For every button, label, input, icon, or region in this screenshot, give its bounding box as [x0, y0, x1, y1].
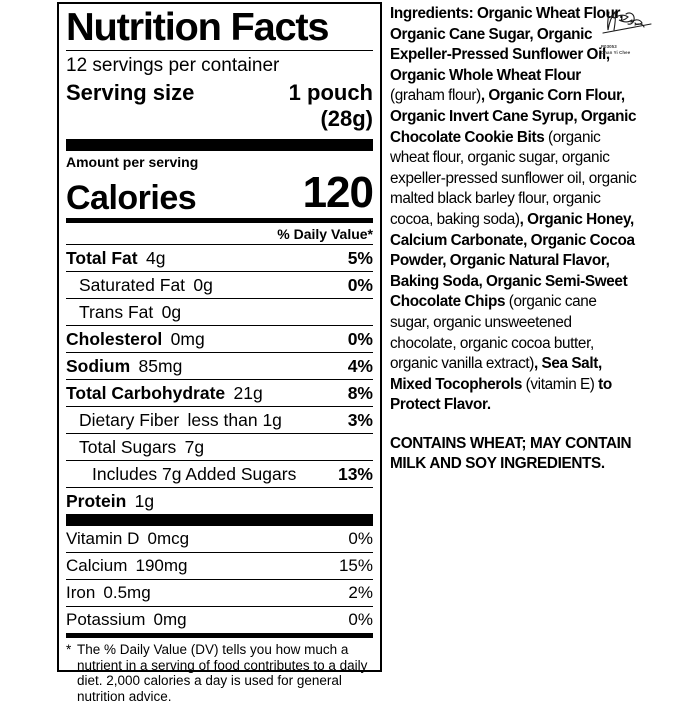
nutrient-daily-value: 13% — [337, 464, 373, 484]
nutrient-label: Protein 1g — [66, 491, 155, 511]
vitamin-daily-value: 15% — [338, 556, 373, 575]
ingredients-heading: Ingredients: — [390, 5, 474, 22]
calories-label: Calories — [66, 179, 197, 217]
ingredients-text: Ingredients: Organic Wheat Flour, Organi… — [390, 4, 638, 416]
nutrient-label: Total Sugars 7g — [79, 437, 205, 457]
amount-per-serving-label: Amount per serving — [66, 154, 199, 170]
nutrient-daily-value: 4% — [347, 356, 373, 376]
nutrient-label: Total Carbohydrate 21g — [66, 383, 263, 403]
vitamin-label: Potassium 0mg — [66, 610, 187, 629]
divider-nutrient — [66, 325, 373, 326]
vitamin-daily-value: 2% — [348, 583, 373, 602]
nutrient-daily-value: 0% — [347, 275, 373, 295]
nutrient-label: Dietary Fiber less than 1g — [79, 410, 282, 430]
nutrient-label: Sodium 85mg — [66, 356, 183, 376]
divider-nutrient — [66, 271, 373, 272]
nutrient-daily-value: 8% — [347, 383, 373, 403]
divider-under-title — [66, 50, 373, 51]
divider-vitamin — [66, 552, 373, 553]
ingredient-sub: (organic cane sugar, organic unsweetened… — [390, 293, 597, 373]
nutrient-row: Trans Fat 0g — [66, 299, 373, 325]
vitamin-row: Iron 0.5mg 2% — [66, 580, 373, 606]
signature-code: P03053 — [601, 44, 617, 49]
ingredient-sub: (vitamin E) — [525, 375, 595, 393]
nutrient-row: Total Fat 4g 5% — [66, 245, 373, 271]
ingredient-sub: (organic wheat flour, organic sugar, org… — [390, 128, 637, 228]
vitamin-daily-value: 0% — [348, 610, 373, 629]
ingredient-main: to Protect Flavor. — [390, 375, 612, 414]
ingredients-panel: P03053 Chan Yi Chee Ingredients: Organic… — [390, 0, 679, 679]
calories-value: 120 — [302, 168, 374, 217]
divider-thick-vitamins — [66, 514, 373, 526]
divider-nutrient — [66, 406, 373, 407]
vitamin-label: Calcium 190mg — [66, 556, 188, 575]
divider-nutrient — [66, 433, 373, 434]
ingredient-sub: (graham flour) — [390, 87, 481, 105]
divider-nutrient — [66, 379, 373, 380]
ingredient-main: Organic Wheat Flour, Organic Cane Sugar,… — [390, 5, 624, 84]
divider-nutrient — [66, 487, 373, 488]
servings-per-container: 12 servings per container — [66, 55, 280, 76]
nutrition-facts-panel: Nutrition Facts 12 servings per containe… — [57, 2, 382, 704]
nutrient-label: Trans Fat 0g — [79, 302, 182, 322]
nutrient-row: Includes 7g Added Sugars 13% — [66, 461, 373, 487]
divider-vitamin — [66, 606, 373, 607]
signature-name: Chan Yi Chee — [601, 49, 631, 55]
signature-block: P03053 Chan Yi Chee — [595, 4, 661, 55]
nutrient-label: Cholesterol 0mg — [66, 329, 205, 349]
serving-size-label: Serving size — [66, 80, 195, 105]
divider-vitamin — [66, 579, 373, 580]
ingredient-main: , Organic Honey, Calcium Carbonate, Orga… — [390, 210, 635, 311]
nutrient-daily-value: 0% — [347, 329, 373, 349]
daily-value-header: % Daily Value* — [277, 226, 373, 242]
ingredients-segments: Organic Wheat Flour, Organic Cane Sugar,… — [390, 5, 637, 414]
ingredient-main: , Organic Corn Flour, Organic Invert Can… — [390, 87, 637, 146]
divider-above-footnote — [66, 633, 373, 638]
divider-above-nutrients — [66, 244, 373, 245]
calories-row: Calories 120 — [66, 168, 374, 218]
serving-size-row: Serving size 1 pouch (28g) — [66, 80, 373, 132]
nutrient-label: Includes 7g Added Sugars — [92, 464, 297, 484]
footnote-text: The % Daily Value (DV) tells you how muc… — [77, 642, 368, 704]
divider-nutrient — [66, 460, 373, 461]
nutrition-facts-title: Nutrition Facts — [66, 6, 330, 49]
vitamin-label: Vitamin D 0mcg — [66, 529, 190, 548]
vitamin-rows: Vitamin D 0mcg 0% Calcium 190mg 15% Iron 0.5… — [66, 526, 373, 633]
footnote-asterisk: * — [66, 642, 72, 657]
vitamin-label: Iron 0.5mg — [66, 583, 151, 602]
vitamin-row: Calcium 190mg 15% — [66, 553, 373, 579]
nutrient-row: Total Carbohydrate 21g 8% — [66, 380, 373, 406]
nutrient-row: Saturated Fat 0g 0% — [66, 272, 373, 298]
allergen-statement: CONTAINS WHEAT; MAY CONTAIN MILK AND SOY… — [390, 434, 632, 473]
nutrient-label: Saturated Fat 0g — [79, 275, 213, 295]
nutrient-label: Total Fat 4g — [66, 248, 166, 268]
signature-icon — [602, 10, 652, 34]
nutrient-row: Dietary Fiber less than 1g 3% — [66, 407, 373, 433]
divider-nutrient — [66, 298, 373, 299]
nutrient-daily-value: 3% — [347, 410, 373, 430]
divider-thick-top — [66, 139, 373, 151]
nutrient-row: Total Sugars 7g — [66, 434, 373, 460]
vitamin-row: Potassium 0mg 0% — [66, 607, 373, 633]
daily-value-footnote: * The % Daily Value (DV) tells you how m… — [66, 638, 373, 704]
vitamin-daily-value: 0% — [348, 529, 373, 548]
divider-under-calories — [66, 218, 373, 223]
serving-size-value: 1 pouch (28g) — [288, 80, 373, 131]
nutrient-row: Protein 1g — [66, 488, 373, 514]
nutrient-row: Cholesterol 0mg 0% — [66, 326, 373, 352]
nutrient-daily-value: 5% — [347, 248, 373, 268]
vitamin-row: Vitamin D 0mcg 0% — [66, 526, 373, 552]
nutrient-rows: Total Fat 4g 5% Saturated Fat 0g 0% Trans Fa… — [66, 245, 373, 514]
divider-nutrient — [66, 352, 373, 353]
ingredient-main: , Sea Salt, Mixed Tocopherols — [390, 355, 602, 393]
nutrient-row: Sodium 85mg 4% — [66, 353, 373, 379]
